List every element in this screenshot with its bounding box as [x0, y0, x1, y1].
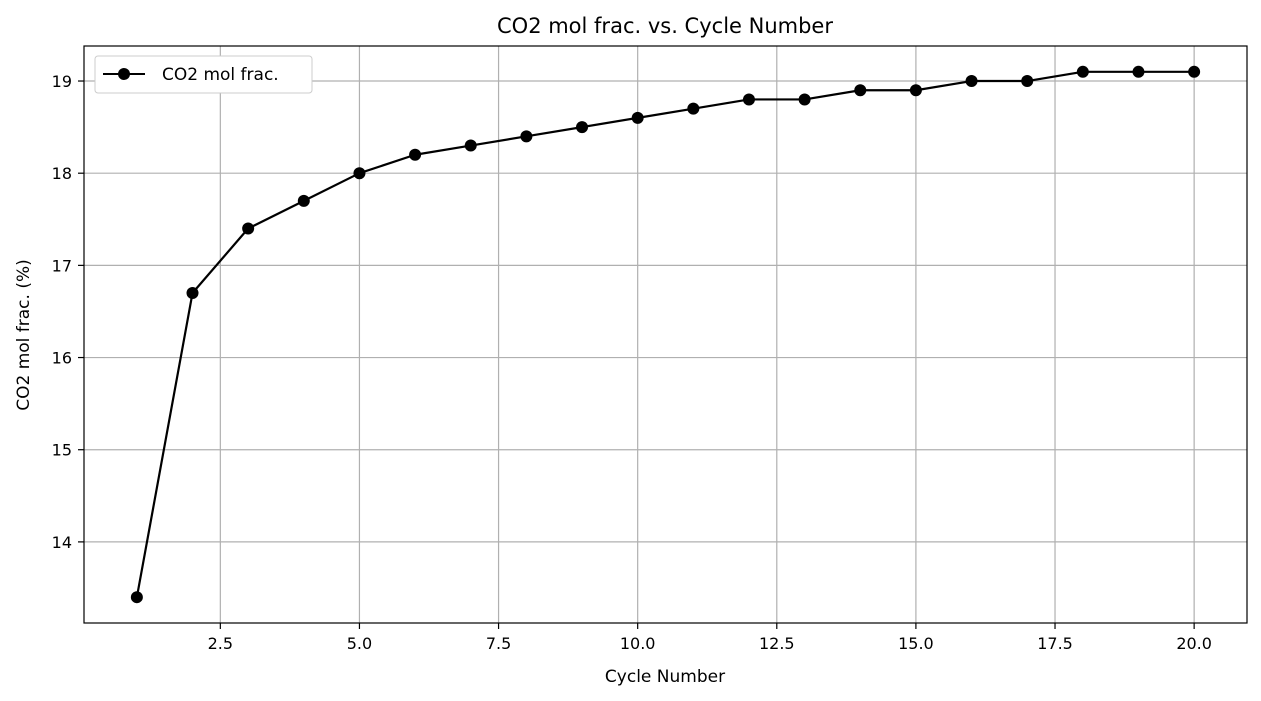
chart-title: CO2 mol frac. vs. Cycle Number: [497, 14, 833, 38]
data-point: [909, 84, 922, 97]
x-tick-label: 2.5: [208, 634, 233, 653]
y-tick-label: 17: [52, 256, 72, 275]
series-group: [130, 65, 1201, 604]
legend-label: CO2 mol frac.: [162, 65, 279, 85]
data-point: [130, 591, 143, 604]
y-tick-label: 18: [52, 164, 72, 183]
data-point: [520, 130, 533, 143]
grid-lines: [84, 46, 1247, 623]
legend: CO2 mol frac.: [94, 55, 313, 94]
data-point: [353, 167, 366, 180]
data-point: [854, 84, 867, 97]
data-point: [297, 194, 310, 207]
plot-frame: [83, 45, 1248, 624]
y-tick-label: 15: [52, 441, 72, 460]
tick-group: 2.5 5.0 7.5 10.0 12.5 15.0 17.5 20.0 14 15 16 17 18 1…: [52, 72, 1212, 653]
data-point: [631, 111, 644, 124]
y-axis-label: CO2 mol frac. (%): [14, 259, 34, 411]
data-point: [1021, 75, 1034, 88]
data-point: [1132, 65, 1145, 78]
data-point: [186, 287, 199, 300]
x-tick-label: 17.5: [1037, 634, 1073, 653]
x-tick-label: 15.0: [898, 634, 934, 653]
y-tick-label: 16: [52, 349, 72, 368]
x-tick-label: 5.0: [347, 634, 372, 653]
data-point: [576, 121, 589, 134]
y-tick-label: 14: [52, 533, 72, 552]
x-axis-label: Cycle Number: [605, 667, 725, 687]
legend-box: [94, 55, 313, 94]
data-point: [464, 139, 477, 152]
data-point: [1076, 65, 1089, 78]
data-point: [742, 93, 755, 106]
data-point: [242, 222, 255, 235]
data-point: [409, 148, 422, 161]
x-tick-label: 12.5: [759, 634, 795, 653]
series-line: [135, 70, 1195, 598]
x-tick-label: 20.0: [1176, 634, 1212, 653]
legend-marker-swatch: [118, 68, 130, 80]
data-point: [687, 102, 700, 115]
y-tick-label: 19: [52, 72, 72, 91]
data-point: [965, 75, 978, 88]
x-tick-label: 7.5: [486, 634, 511, 653]
x-tick-label: 10.0: [620, 634, 656, 653]
data-point: [1188, 65, 1201, 78]
data-point: [798, 93, 811, 106]
